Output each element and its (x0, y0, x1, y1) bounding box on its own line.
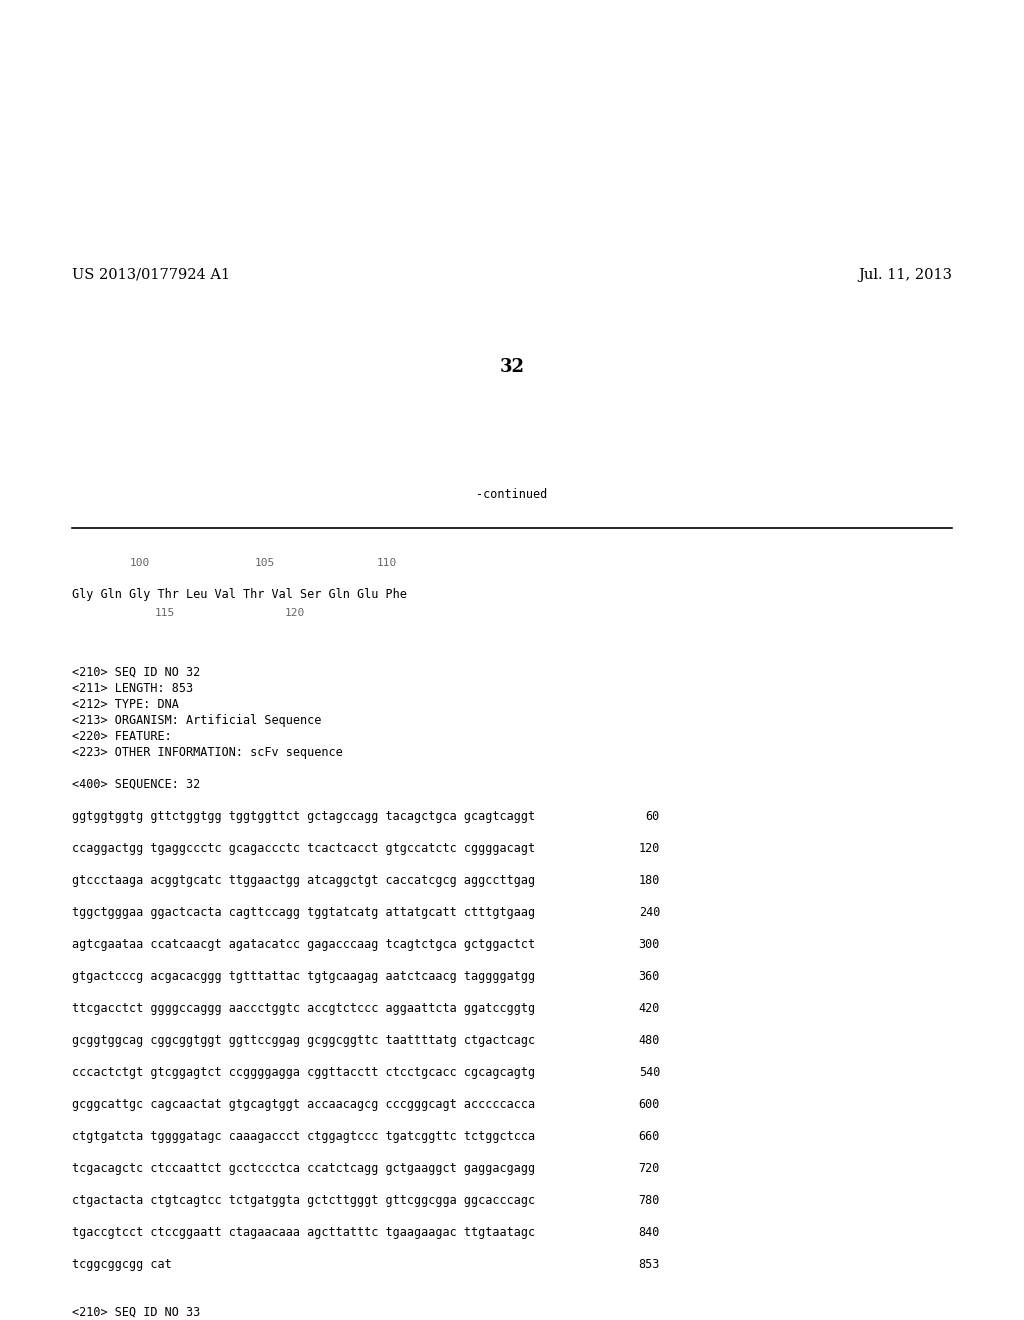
Text: 120: 120 (639, 842, 660, 855)
Text: 480: 480 (639, 1034, 660, 1047)
Text: 180: 180 (639, 874, 660, 887)
Text: ccaggactgg tgaggccctc gcagaccctc tcactcacct gtgccatctc cggggacagt: ccaggactgg tgaggccctc gcagaccctc tcactca… (72, 842, 536, 855)
Text: gtgactcccg acgacacggg tgtttattac tgtgcaagag aatctcaacg taggggatgg: gtgactcccg acgacacggg tgtttattac tgtgcaa… (72, 970, 536, 983)
Text: gcggtggcag cggcggtggt ggttccggag gcggcggttc taattttatg ctgactcagc: gcggtggcag cggcggtggt ggttccggag gcggcgg… (72, 1034, 536, 1047)
Text: agtcgaataa ccatcaacgt agatacatcc gagacccaag tcagtctgca gctggactct: agtcgaataa ccatcaacgt agatacatcc gagaccc… (72, 939, 536, 950)
Text: 600: 600 (639, 1098, 660, 1111)
Text: <400> SEQUENCE: 32: <400> SEQUENCE: 32 (72, 777, 201, 791)
Text: 840: 840 (639, 1226, 660, 1239)
Text: 720: 720 (639, 1162, 660, 1175)
Text: 420: 420 (639, 1002, 660, 1015)
Text: 105: 105 (255, 558, 275, 568)
Text: Gly Gln Gly Thr Leu Val Thr Val Ser Gln Glu Phe: Gly Gln Gly Thr Leu Val Thr Val Ser Gln … (72, 587, 407, 601)
Text: ttcgacctct ggggccaggg aaccctggtc accgtctccc aggaattcta ggatccggtg: ttcgacctct ggggccaggg aaccctggtc accgtct… (72, 1002, 536, 1015)
Text: 115: 115 (155, 609, 175, 618)
Text: <210> SEQ ID NO 32: <210> SEQ ID NO 32 (72, 667, 201, 678)
Text: 360: 360 (639, 970, 660, 983)
Text: tcgacagctc ctccaattct gcctccctca ccatctcagg gctgaaggct gaggacgagg: tcgacagctc ctccaattct gcctccctca ccatctc… (72, 1162, 536, 1175)
Text: 853: 853 (639, 1258, 660, 1271)
Text: 60: 60 (646, 810, 660, 822)
Text: 300: 300 (639, 939, 660, 950)
Text: 240: 240 (639, 906, 660, 919)
Text: ctgtgatcta tggggatagc caaagaccct ctggagtccc tgatcggttc tctggctcca: ctgtgatcta tggggatagc caaagaccct ctggagt… (72, 1130, 536, 1143)
Text: <211> LENGTH: 853: <211> LENGTH: 853 (72, 682, 194, 696)
Text: US 2013/0177924 A1: US 2013/0177924 A1 (72, 268, 230, 282)
Text: 540: 540 (639, 1067, 660, 1078)
Text: <220> FEATURE:: <220> FEATURE: (72, 730, 172, 743)
Text: 660: 660 (639, 1130, 660, 1143)
Text: <223> OTHER INFORMATION: scFv sequence: <223> OTHER INFORMATION: scFv sequence (72, 746, 343, 759)
Text: 120: 120 (285, 609, 305, 618)
Text: 32: 32 (500, 358, 524, 376)
Text: <213> ORGANISM: Artificial Sequence: <213> ORGANISM: Artificial Sequence (72, 714, 322, 727)
Text: -continued: -continued (476, 488, 548, 502)
Text: <210> SEQ ID NO 33: <210> SEQ ID NO 33 (72, 1305, 201, 1319)
Text: 100: 100 (130, 558, 151, 568)
Text: gtccctaaga acggtgcatc ttggaactgg atcaggctgt caccatcgcg aggccttgag: gtccctaaga acggtgcatc ttggaactgg atcaggc… (72, 874, 536, 887)
Text: gcggcattgc cagcaactat gtgcagtggt accaacagcg cccgggcagt acccccacca: gcggcattgc cagcaactat gtgcagtggt accaaca… (72, 1098, 536, 1111)
Text: ggtggtggtg gttctggtgg tggtggttct gctagccagg tacagctgca gcagtcaggt: ggtggtggtg gttctggtgg tggtggttct gctagcc… (72, 810, 536, 822)
Text: tcggcggcgg cat: tcggcggcgg cat (72, 1258, 172, 1271)
Text: tggctgggaa ggactcacta cagttccagg tggtatcatg attatgcatt ctttgtgaag: tggctgggaa ggactcacta cagttccagg tggtatc… (72, 906, 536, 919)
Text: 780: 780 (639, 1195, 660, 1206)
Text: <212> TYPE: DNA: <212> TYPE: DNA (72, 698, 179, 711)
Text: ctgactacta ctgtcagtcc tctgatggta gctcttgggt gttcggcgga ggcacccagc: ctgactacta ctgtcagtcc tctgatggta gctcttg… (72, 1195, 536, 1206)
Text: Jul. 11, 2013: Jul. 11, 2013 (858, 268, 952, 282)
Text: 110: 110 (377, 558, 397, 568)
Text: cccactctgt gtcggagtct ccggggagga cggttacctt ctcctgcacc cgcagcagtg: cccactctgt gtcggagtct ccggggagga cggttac… (72, 1067, 536, 1078)
Text: tgaccgtcct ctccggaatt ctagaacaaa agcttatttc tgaagaagac ttgtaatagc: tgaccgtcct ctccggaatt ctagaacaaa agcttat… (72, 1226, 536, 1239)
